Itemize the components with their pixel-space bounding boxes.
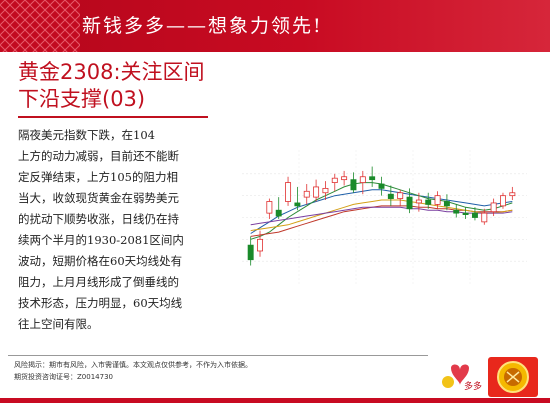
candle bbox=[397, 189, 404, 206]
candle bbox=[266, 198, 273, 219]
candle bbox=[481, 208, 488, 225]
candle-body bbox=[303, 190, 310, 198]
candle bbox=[350, 172, 357, 193]
candle bbox=[415, 192, 422, 212]
candle bbox=[313, 179, 320, 202]
banner-title: 新钱多多——想象力领先! bbox=[82, 15, 323, 37]
candle bbox=[406, 188, 413, 214]
candle-body bbox=[322, 187, 329, 194]
candle-body bbox=[415, 199, 422, 204]
candle-body bbox=[331, 177, 338, 183]
candle bbox=[425, 192, 432, 209]
article-headline: 黄金2308:关注区间 下沿支撑(03) bbox=[18, 59, 258, 113]
license-number: 期货投资咨询证号：Z0014730 bbox=[14, 373, 113, 381]
candle-body bbox=[406, 196, 413, 210]
moving-average-line bbox=[250, 206, 513, 226]
candle bbox=[387, 185, 394, 206]
candle bbox=[247, 236, 254, 266]
article-body: 隔夜美元指数下跌，在104 上方的动力减弱，目前还不能断 定反弹结束，上方105… bbox=[18, 125, 233, 335]
headline-line-2: 下沿支撑(03) bbox=[18, 87, 146, 111]
body-line: 定反弹结束，上方105的阻力相 bbox=[18, 170, 178, 184]
candle-body bbox=[247, 244, 254, 261]
candle-body bbox=[443, 201, 450, 207]
candle bbox=[462, 207, 469, 219]
candle bbox=[331, 173, 338, 192]
body-line: 波动，短期价格在60天均线处有 bbox=[18, 254, 183, 268]
candle bbox=[257, 230, 263, 257]
mascot-logo-icon bbox=[488, 357, 538, 397]
moving-average-line bbox=[250, 199, 513, 232]
candle bbox=[434, 191, 441, 209]
candle bbox=[500, 192, 506, 209]
candle bbox=[369, 166, 376, 187]
candle bbox=[359, 170, 366, 195]
candle-body bbox=[313, 186, 320, 198]
candle-body bbox=[350, 179, 357, 191]
candle-body bbox=[285, 182, 292, 202]
candle bbox=[275, 197, 282, 219]
candle bbox=[453, 204, 460, 218]
candle bbox=[341, 170, 348, 186]
body-line: 当大，收敛现货黄金在弱势美元 bbox=[18, 191, 179, 205]
body-line: 阻力，上月月线形成了倒垂线的 bbox=[18, 275, 179, 289]
candle bbox=[322, 181, 329, 201]
candle-body bbox=[481, 212, 488, 223]
candle-body bbox=[462, 212, 469, 215]
candle bbox=[509, 186, 516, 201]
candle-body bbox=[387, 193, 394, 199]
body-line: 隔夜美元指数下跌，在104 bbox=[18, 128, 155, 142]
candles bbox=[247, 166, 516, 266]
headline-underline bbox=[18, 116, 208, 118]
headline-line-1: 黄金2308:关注区间 bbox=[18, 60, 205, 84]
candle bbox=[285, 176, 292, 206]
candle-body bbox=[509, 192, 516, 197]
candle-body bbox=[341, 176, 348, 181]
candle-body bbox=[369, 176, 376, 181]
body-line: 的扰动下顺势收涨，日线仍在持 bbox=[18, 212, 179, 226]
candle-body bbox=[266, 201, 273, 214]
candle-body bbox=[378, 183, 385, 189]
candle bbox=[378, 176, 385, 196]
candle-body bbox=[471, 212, 478, 218]
brand-logo-text: 多多 bbox=[464, 380, 482, 392]
candle-body bbox=[500, 195, 506, 207]
brand-logo-icon: 多多 bbox=[438, 358, 482, 396]
banner-pattern bbox=[0, 0, 80, 52]
candle-body bbox=[425, 199, 432, 205]
body-line: 技术形态，压力明显，60天均线 bbox=[18, 296, 183, 310]
candle bbox=[490, 198, 497, 217]
candle bbox=[443, 194, 450, 211]
candlestick-chart bbox=[242, 150, 527, 285]
candle-body bbox=[434, 195, 441, 205]
candle bbox=[471, 207, 478, 221]
body-line: 往上空间有限。 bbox=[18, 317, 99, 331]
candle-body bbox=[453, 209, 460, 214]
candle-body bbox=[359, 176, 366, 183]
chart-grid bbox=[242, 150, 527, 285]
footer-divider bbox=[8, 355, 428, 356]
body-line: 上方的动力减弱，目前还不能断 bbox=[18, 149, 179, 163]
candle-body bbox=[275, 209, 282, 217]
disclaimer: 风险揭示：期市有风险，入市需谨慎。本文观点仅供参考，不作为入市依据。 期货投资咨… bbox=[14, 359, 434, 383]
candle-body bbox=[490, 202, 497, 213]
risk-warning: 风险揭示：期市有风险，入市需谨慎。本文观点仅供参考，不作为入市依据。 bbox=[14, 361, 252, 369]
candle bbox=[294, 186, 301, 211]
header-banner: 新钱多多——想象力领先! bbox=[0, 0, 550, 52]
candle-body bbox=[294, 202, 301, 207]
candle bbox=[303, 184, 310, 205]
footer-bar bbox=[0, 398, 550, 403]
body-line: 续两个半月的1930-2081区间内 bbox=[18, 233, 184, 247]
candle-body bbox=[257, 238, 263, 252]
candle-body bbox=[397, 192, 404, 199]
